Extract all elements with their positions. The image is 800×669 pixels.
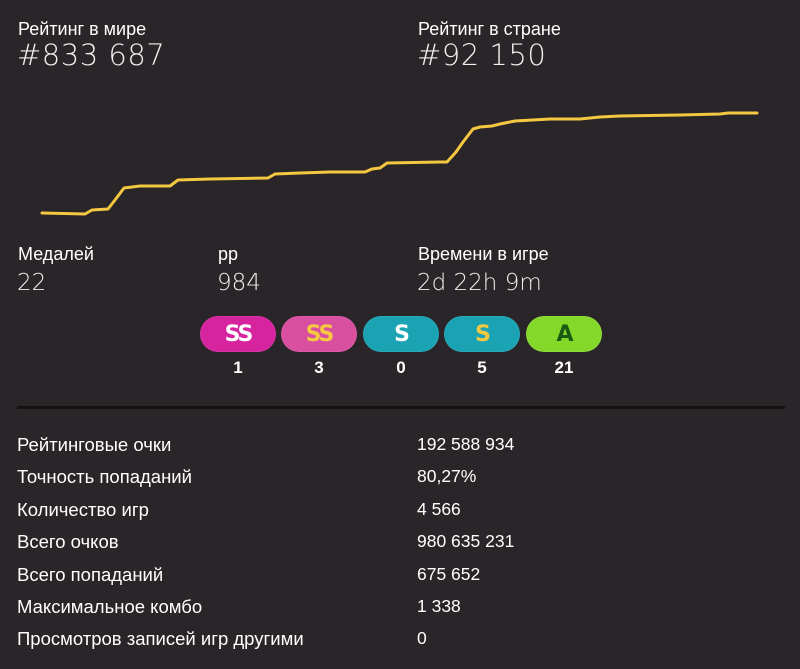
stat-label: Всего очков (17, 531, 119, 553)
playtime-value: 2d 22h 9m (417, 270, 542, 296)
grade-sh-count: 0 (396, 358, 406, 377)
grade-ssh-badge: SS (200, 316, 276, 352)
medals-label: Медалей (18, 244, 94, 264)
stat-row-replays-watched: Просмотров записей игр другими 0 (17, 628, 797, 660)
stat-label: Рейтинговые очки (17, 434, 172, 455)
grade-sh-badge: S (363, 316, 439, 352)
medals-value: 22 (17, 270, 47, 296)
stat-label: Просмотров записей игр другими (17, 628, 304, 650)
stat-row-accuracy: Точность попаданий 80,27% (17, 466, 797, 498)
stat-label: Всего попаданий (17, 563, 164, 585)
rank-history-line (40, 111, 759, 216)
stat-label: Количество игр (17, 498, 149, 520)
playtime-label: Времени в игре (418, 244, 549, 264)
stat-row-total-score: Всего очков 980 635 231 (17, 531, 797, 563)
grade-sh: S 0 (363, 316, 439, 378)
stat-value: 0 (417, 628, 427, 649)
stat-row-total-hits: Всего попаданий 675 652 (17, 564, 797, 596)
grade-ss-badge: SS (281, 316, 357, 352)
grade-ssh: SS 1 (200, 316, 276, 378)
country-rank-label: Рейтинг в стране (418, 19, 561, 39)
grade-ss: SS 3 (281, 316, 357, 378)
stat-value: 80,27% (417, 466, 477, 487)
stat-label: Максимальное комбо (17, 595, 203, 617)
stat-row-ranked-score: Рейтинговые очки 192 588 934 (17, 434, 797, 466)
grade-s-badge: S (444, 316, 520, 352)
stat-row-max-combo: Максимальное комбо 1 338 (17, 596, 797, 628)
stat-value: 1 338 (417, 595, 461, 616)
grade-counts: SS 1 SS 3 S 0 S 5 A 21 (200, 316, 620, 381)
section-divider (17, 406, 785, 409)
stat-value: 675 652 (417, 563, 481, 584)
grade-s-count: 5 (477, 358, 487, 377)
grade-ssh-count: 1 (233, 358, 243, 377)
stat-value: 980 635 231 (417, 531, 515, 552)
global-rank-value: #833 687 (17, 38, 166, 72)
grade-a-count: 21 (554, 358, 574, 377)
stat-label: Точность попаданий (17, 466, 192, 488)
grade-a-badge: A (526, 316, 602, 352)
rank-history-graph[interactable] (0, 95, 800, 230)
pp-label: pp (218, 244, 239, 264)
stat-row-play-count: Количество игр 4 566 (17, 499, 797, 531)
grade-a: A 21 (526, 316, 602, 378)
pp-value: 984 (217, 270, 261, 296)
stat-value: 4 566 (417, 498, 461, 519)
stat-value: 192 588 934 (417, 434, 515, 454)
stats-list: Рейтинговые очки 192 588 934 Точность по… (17, 434, 797, 661)
grade-s: S 5 (444, 316, 520, 378)
global-rank-label: Рейтинг в мире (18, 19, 147, 39)
grade-ss-count: 3 (314, 358, 324, 377)
country-rank-value: #92 150 (417, 38, 547, 72)
